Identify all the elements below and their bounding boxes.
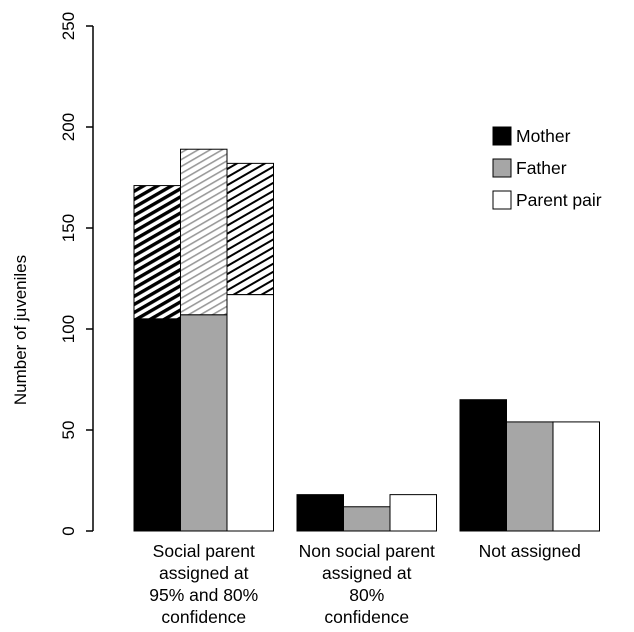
y-tick-label: 200 bbox=[59, 113, 78, 141]
bar-parent-pair bbox=[552, 421, 600, 532]
legend-label: Father bbox=[516, 158, 567, 178]
category-label-line: Non social parent bbox=[299, 541, 435, 561]
legend: Mother Father Parent pair bbox=[492, 126, 602, 210]
bar-mother bbox=[133, 318, 181, 532]
y-tick-label: 150 bbox=[59, 214, 78, 242]
category-label-line: Not assigned bbox=[479, 541, 581, 561]
category-label-line: 95% and 80% bbox=[149, 585, 258, 605]
y-ticks: 0 50 100 150 200 250 bbox=[59, 12, 93, 536]
y-tick-label: 0 bbox=[59, 526, 78, 535]
bar-father bbox=[506, 421, 554, 532]
category-labels: Social parent assigned at 95% and 80% confi… bbox=[149, 541, 581, 627]
category-label-line: confidence bbox=[324, 607, 409, 627]
y-tick-label: 50 bbox=[59, 421, 78, 440]
category-label: Social parent assigned at 95% and 80% confi… bbox=[149, 541, 258, 627]
category-label: Not assigned bbox=[479, 541, 581, 561]
bars bbox=[133, 148, 600, 532]
bar-mother bbox=[296, 494, 344, 532]
y-tick-label: 100 bbox=[59, 315, 78, 343]
bar-mother bbox=[459, 399, 507, 532]
bar-father bbox=[180, 314, 228, 532]
bar-parent-pair-80pct-segment bbox=[226, 162, 274, 296]
legend-swatch bbox=[492, 126, 512, 146]
y-axis-title: Number of juveniles bbox=[11, 255, 30, 405]
legend-swatch bbox=[492, 158, 512, 178]
bar-father-80pct-segment bbox=[180, 148, 228, 316]
category-label-line: 80% bbox=[349, 585, 384, 605]
legend-label: Parent pair bbox=[516, 190, 602, 210]
y-axis: 0 50 100 150 200 250 Number of juveniles bbox=[11, 12, 94, 536]
category-label-line: assigned at bbox=[322, 563, 412, 583]
bar-father bbox=[343, 506, 391, 532]
legend-swatch bbox=[492, 190, 512, 210]
category-label-line: Social parent bbox=[153, 541, 255, 561]
category-label-line: confidence bbox=[161, 607, 246, 627]
bar-parent-pair bbox=[226, 294, 274, 532]
legend-label: Mother bbox=[516, 126, 571, 146]
category-label-line: assigned at bbox=[159, 563, 249, 583]
category-label: Non social parent assigned at 80% confidenc… bbox=[299, 541, 435, 627]
bar-parent-pair bbox=[389, 494, 437, 532]
bar-mother-80pct-segment bbox=[133, 185, 181, 320]
y-tick-label: 250 bbox=[59, 12, 78, 40]
